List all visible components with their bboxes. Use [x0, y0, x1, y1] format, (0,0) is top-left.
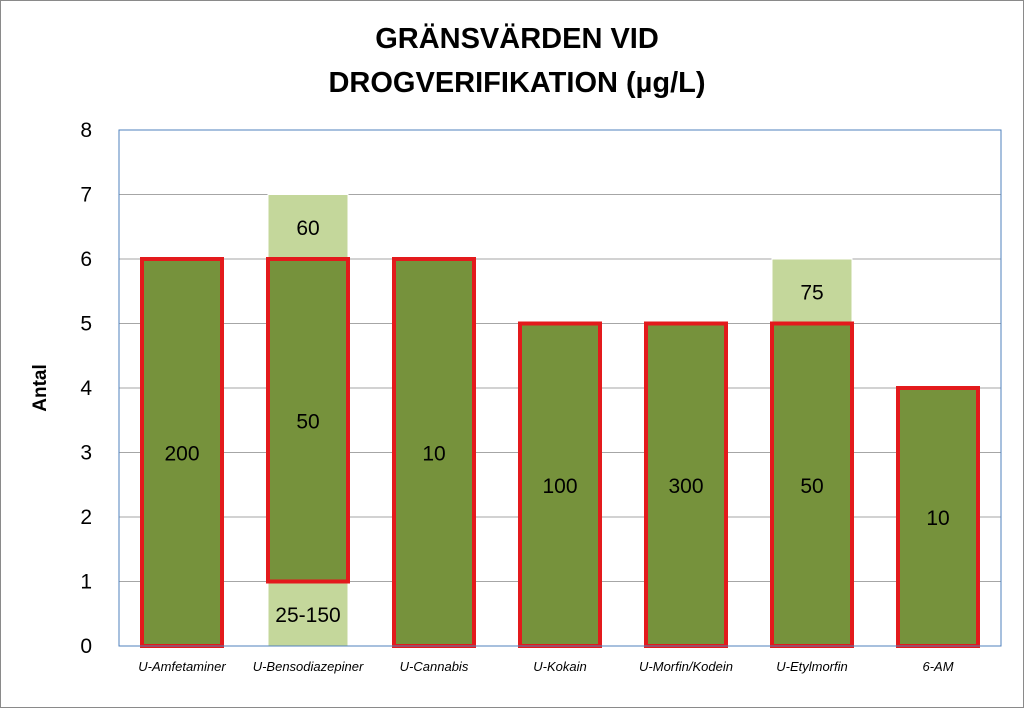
bar-value-label: 100: [542, 475, 577, 498]
bar: [266, 257, 350, 584]
chart-title-line-2: DROGVERIFIKATION (µg/L): [328, 67, 705, 99]
extra-segment: [267, 581, 349, 647]
bar-value-label: 10: [422, 443, 445, 466]
extra-segment-label: 75: [800, 281, 823, 304]
extra-segment-label: 25-150: [275, 604, 340, 627]
bar: [896, 386, 980, 648]
bar: [140, 257, 224, 648]
x-tick-label: 6-AM: [922, 659, 953, 674]
y-tick-label: 1: [80, 571, 92, 594]
bar: [770, 321, 854, 648]
y-tick-label: 0: [80, 635, 92, 658]
x-tick-label: U-Amfetaminer: [138, 659, 226, 674]
x-axis-ticks: U-Amfetaminer U-Bensodiazepiner U-Cannabis…: [138, 659, 953, 674]
bar: [518, 321, 602, 648]
x-tick-label: U-Etylmorfin: [776, 659, 848, 674]
y-tick-label: 7: [80, 184, 92, 207]
extra-segment: [771, 258, 853, 324]
y-tick-label: 2: [80, 506, 92, 529]
y-tick-label: 5: [80, 313, 92, 336]
bar: [644, 321, 728, 648]
bar-value-label: 50: [800, 475, 823, 498]
x-tick-label: U-Bensodiazepiner: [253, 659, 364, 674]
bars: 200 50 10 100 300 50 10: [140, 257, 980, 648]
y-tick-label: 8: [80, 119, 92, 142]
x-tick-label: U-Morfin/Kodein: [639, 659, 733, 674]
y-tick-label: 6: [80, 248, 92, 271]
bar: [392, 257, 476, 648]
extra-segments: 60 25-150 75: [267, 194, 853, 647]
plot-area-border: [118, 129, 1002, 647]
chart-title-line-1: GRÄNSVÄRDEN VID: [375, 22, 659, 55]
bar-value-label: 200: [164, 443, 199, 466]
extra-segment-label: 60: [296, 217, 319, 240]
y-axis-label: Antal: [30, 364, 51, 412]
bar-value-label: 10: [926, 507, 949, 530]
bar-value-label: 300: [668, 475, 703, 498]
bar-value-label: 50: [296, 410, 319, 433]
extra-segment: [267, 194, 349, 260]
x-tick-label: U-Kokain: [533, 659, 586, 674]
y-tick-label: 3: [80, 442, 92, 465]
x-tick-label: U-Cannabis: [400, 659, 469, 674]
y-axis-ticks: 0 1 2 3 4 5 6 7 8: [80, 119, 92, 658]
y-tick-label: 4: [80, 377, 92, 400]
